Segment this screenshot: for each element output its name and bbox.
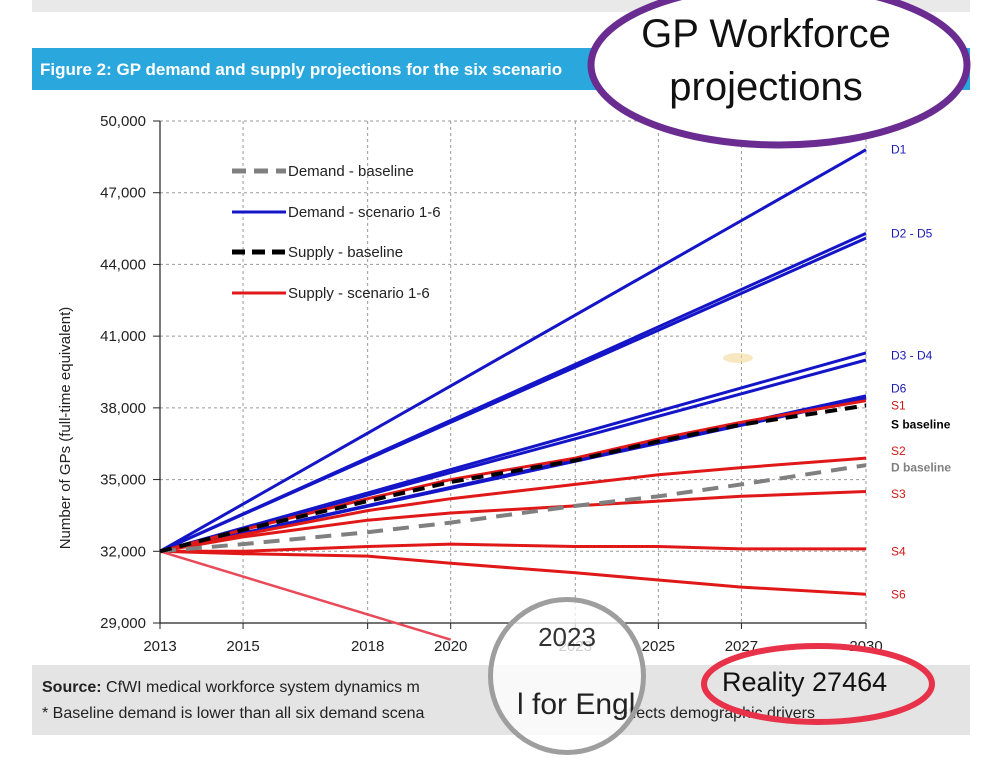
- plot-background: [32, 90, 970, 665]
- reality-value: Reality 27464: [722, 667, 888, 697]
- series-end-label: D6: [891, 382, 907, 396]
- x-tick-label: 2015: [226, 638, 259, 655]
- smudge-mark: [723, 353, 753, 363]
- series-line-reality: [159, 550, 452, 641]
- y-tick-label: 47,000: [100, 185, 146, 202]
- source-label: Source:: [42, 679, 102, 696]
- series-line-supply: [160, 542, 866, 553]
- y-tick-label: 35,000: [100, 472, 146, 489]
- legend-label: Demand - baseline: [288, 163, 414, 180]
- reality-ring: [701, 643, 935, 725]
- series-end-label: S4: [891, 544, 906, 558]
- bubble-title-line1: GP Workforce: [641, 12, 891, 56]
- legend-label: Demand - scenario 1-6: [288, 204, 441, 221]
- series-line-supply_baseline: [159, 403, 867, 554]
- series-line-supply: [159, 456, 867, 553]
- chart-legend: Demand - baseline Demand - scenario 1-6 Su…: [232, 163, 441, 302]
- bubble-title-line2: projections: [669, 65, 863, 109]
- series-end-label: D baseline: [891, 461, 951, 475]
- chart-axes: 29,000 32,000 35,000 38,000 41,000 44,000 47,0…: [100, 113, 883, 655]
- series-line-demand: [159, 236, 867, 553]
- figure-title: Figure 2: GP demand and supply projectio…: [40, 60, 563, 79]
- y-tick-label: 41,000: [100, 328, 146, 345]
- y-tick-label: 29,000: [100, 615, 146, 632]
- chart-series: [159, 148, 867, 641]
- annotation-bubble: [587, 0, 971, 149]
- series-end-label: D2 - D5: [891, 226, 933, 240]
- series-end-label: S6: [891, 587, 906, 601]
- magnifier-text: l for Engla: [517, 688, 646, 721]
- y-tick-label: 50,000: [100, 113, 146, 130]
- series-line-supply: [159, 549, 867, 596]
- y-tick-label: 32,000: [100, 543, 146, 560]
- x-tick-label: 2020: [434, 638, 467, 655]
- series-line-demand_baseline: [159, 463, 867, 554]
- magnifier: 2023 l for Engla: [488, 597, 646, 755]
- x-tick-label: 2013: [143, 638, 176, 655]
- y-tick-label: 44,000: [100, 256, 146, 273]
- series-end-label: S3: [891, 487, 906, 501]
- series-end-label: D1: [891, 143, 907, 157]
- y-axis-label: Number of GPs (full-time equivalent): [57, 307, 74, 550]
- legend-label: Supply - baseline: [288, 244, 403, 261]
- footnote-line-a: * Baseline demand is lower than all six …: [42, 705, 425, 722]
- magnifier-year: 2023: [538, 622, 596, 652]
- source-text: CfWI medical workforce system dynamics m: [106, 679, 420, 696]
- series-end-label: D3 - D4: [891, 348, 933, 362]
- x-tick-label: 2018: [351, 638, 384, 655]
- legend-label: Supply - scenario 1-6: [288, 285, 430, 302]
- series-end-label: S1: [891, 398, 906, 412]
- series-line-demand: [159, 148, 867, 553]
- series-line-supply: [159, 490, 867, 553]
- series-line-demand: [159, 396, 867, 553]
- series-end-label: S2: [891, 444, 906, 458]
- chart-end-labels: D1 D2 - D5 D3 - D4 D6 S1 S baseline S2 D baseli…: [891, 143, 951, 602]
- series-end-label: S baseline: [891, 418, 951, 432]
- y-tick-label: 38,000: [100, 400, 146, 417]
- source-line: Source: CfWI medical workforce system dy…: [42, 679, 420, 697]
- series-line-demand: [159, 358, 867, 553]
- x-tick-label: 2025: [642, 638, 675, 655]
